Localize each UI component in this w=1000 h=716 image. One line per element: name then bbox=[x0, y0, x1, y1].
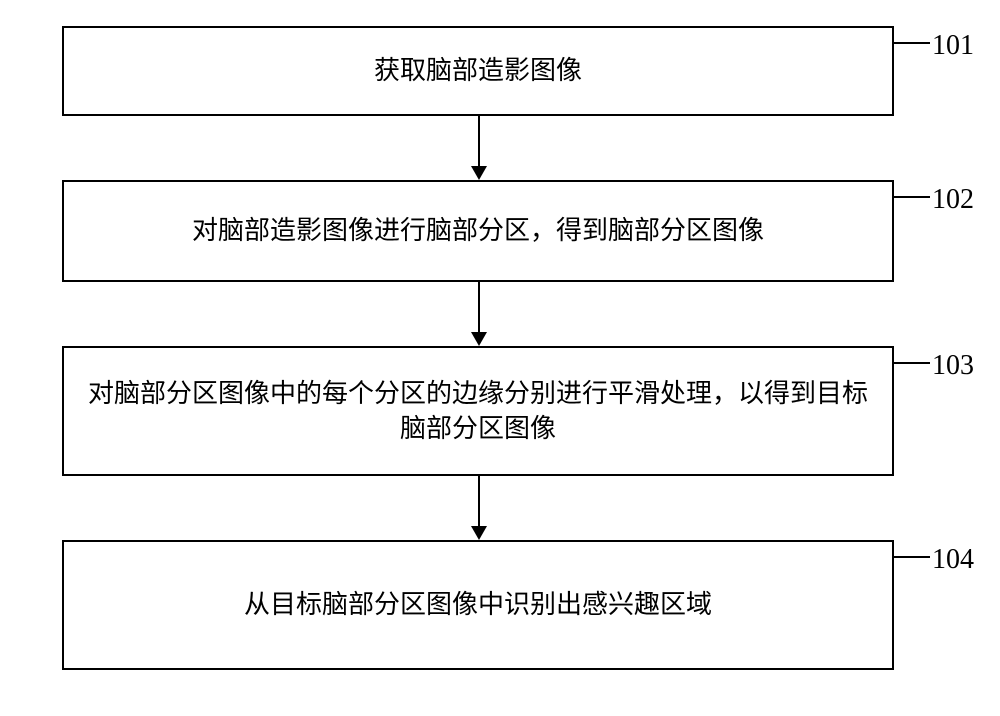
arrow-head-icon bbox=[471, 332, 487, 346]
flow-step-text: 对脑部分区图像中的每个分区的边缘分别进行平滑处理，以得到目标脑部分区图像 bbox=[64, 376, 892, 446]
flow-step-text: 从目标脑部分区图像中识别出感兴趣区域 bbox=[64, 587, 892, 622]
leader-line bbox=[894, 362, 930, 364]
flow-step-step3: 对脑部分区图像中的每个分区的边缘分别进行平滑处理，以得到目标脑部分区图像 bbox=[62, 346, 894, 476]
flow-step-step2: 对脑部造影图像进行脑部分区，得到脑部分区图像 bbox=[62, 180, 894, 282]
step-label: 102 bbox=[932, 184, 974, 216]
flow-step-step4: 从目标脑部分区图像中识别出感兴趣区域 bbox=[62, 540, 894, 670]
leader-line bbox=[894, 556, 930, 558]
leader-line bbox=[894, 42, 930, 44]
step-label: 103 bbox=[932, 350, 974, 382]
leader-line bbox=[894, 196, 930, 198]
flowchart-canvas: 获取脑部造影图像 101 对脑部造影图像进行脑部分区，得到脑部分区图像 102 对脑部分… bbox=[0, 0, 1000, 716]
flow-step-step1: 获取脑部造影图像 bbox=[62, 26, 894, 116]
step-label: 101 bbox=[932, 30, 974, 62]
arrow-head-icon bbox=[471, 166, 487, 180]
arrow-shaft bbox=[478, 282, 480, 332]
arrow-head-icon bbox=[471, 526, 487, 540]
step-label: 104 bbox=[932, 544, 974, 576]
arrow-shaft bbox=[478, 116, 480, 166]
flow-step-text: 获取脑部造影图像 bbox=[64, 53, 892, 88]
flow-step-text: 对脑部造影图像进行脑部分区，得到脑部分区图像 bbox=[64, 213, 892, 248]
arrow-shaft bbox=[478, 476, 480, 526]
